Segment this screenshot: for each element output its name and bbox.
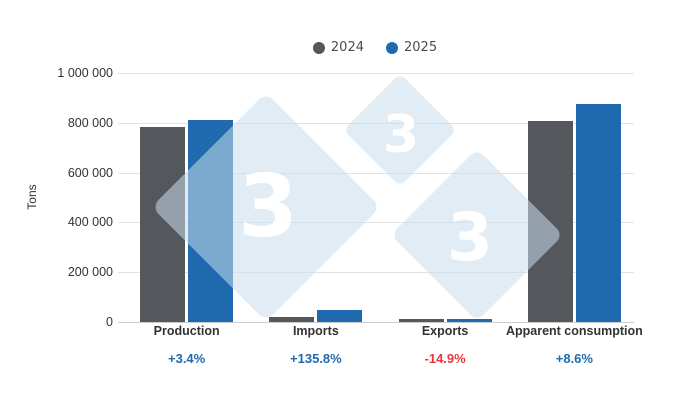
legend-label-2024: 2024 (330, 40, 364, 55)
bar-2025[interactable] (575, 104, 621, 322)
bar-2024[interactable] (140, 126, 186, 322)
bar-2025[interactable] (446, 319, 492, 322)
y-tick-label: 0 (106, 315, 113, 329)
y-tick-label: 400 000 (67, 215, 113, 230)
gridline (118, 73, 634, 74)
x-category-label: Imports (292, 324, 339, 338)
y-tick-label: 200 000 (67, 265, 113, 280)
change-percent-label: +8.6% (555, 351, 593, 366)
y-tick-label: 800 000 (67, 115, 113, 130)
x-category-label: Exports (421, 324, 469, 338)
legend-dot-2024-icon (312, 41, 325, 54)
bar-2025[interactable] (188, 119, 234, 322)
change-percent-label: -14.9% (424, 351, 466, 366)
change-percent-label: +135.8% (290, 351, 342, 366)
bar-2024[interactable] (269, 316, 315, 322)
y-tick-label: 600 000 (67, 165, 113, 180)
y-tick-label: 1 000 000 (57, 66, 113, 80)
legend-item-2025[interactable]: 2025 (386, 40, 437, 55)
bar-2024[interactable] (398, 318, 444, 322)
change-percent-label: +3.4% (168, 351, 206, 366)
legend-item-2024[interactable]: 2024 (312, 40, 364, 55)
x-category-label: Production (153, 324, 220, 338)
x-category-label: Apparent consumption (505, 324, 643, 338)
legend-label-2025: 2025 (404, 40, 438, 55)
legend-dot-2025-icon (386, 41, 398, 54)
bar-2025[interactable] (317, 309, 363, 322)
x-axis-line (118, 322, 634, 323)
bar-2024[interactable] (527, 121, 573, 322)
chart-legend: 2024 2025 (0, 40, 700, 55)
